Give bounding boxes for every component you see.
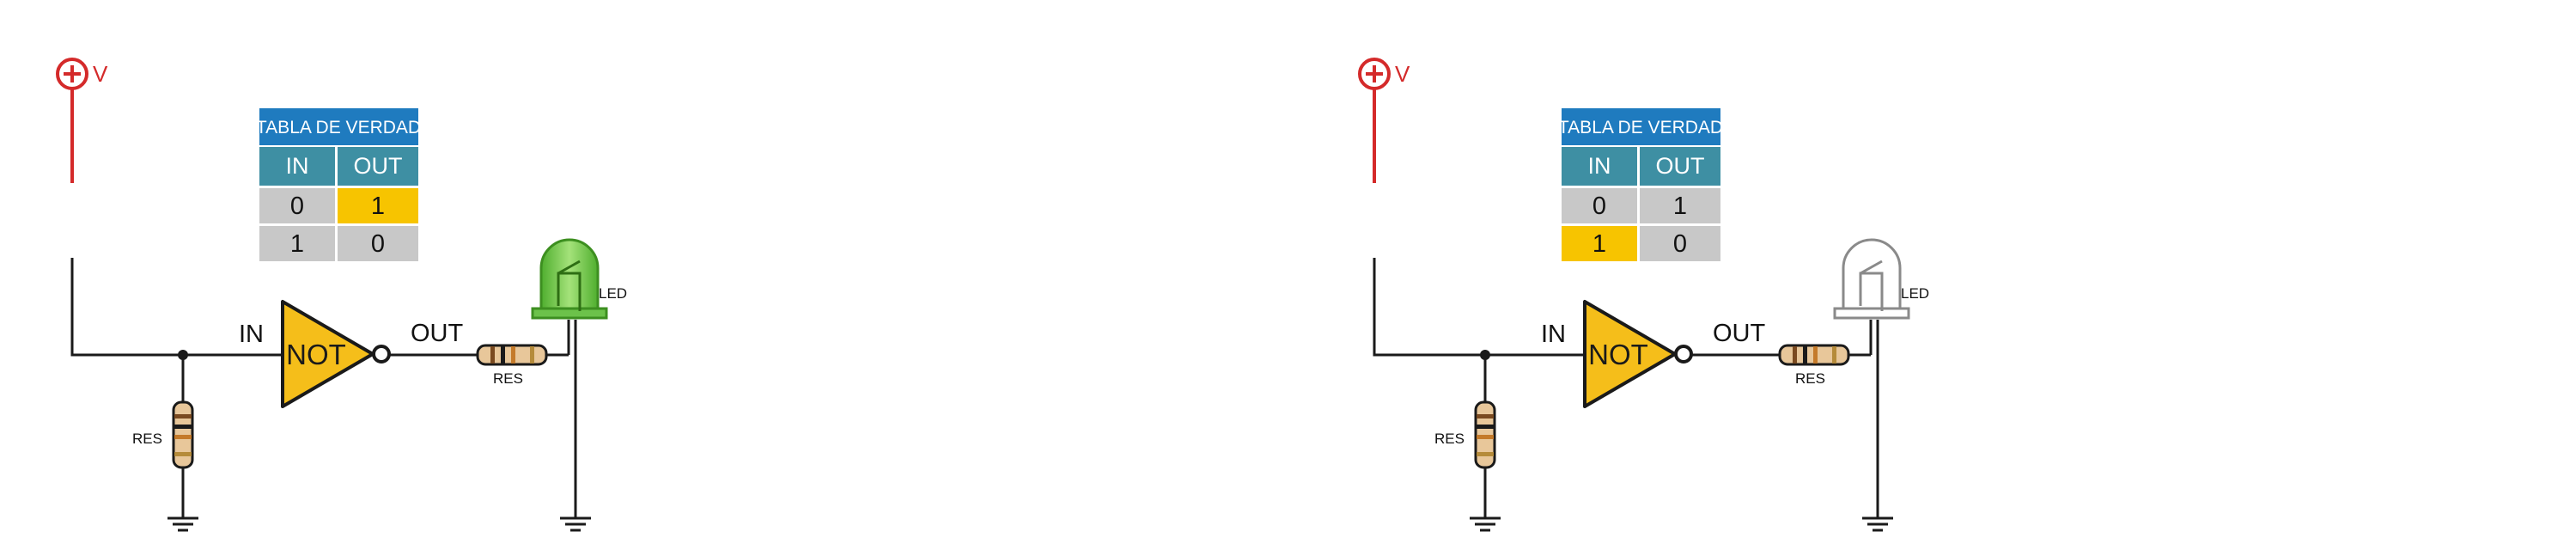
table-value: 0 (1592, 192, 1606, 220)
not-gate: NOT (281, 300, 391, 408)
inverter-bubble (1674, 345, 1693, 364)
supply-label: V (93, 61, 108, 87)
table-value: 1 (1673, 192, 1687, 220)
table-value: 0 (1673, 230, 1687, 258)
cell-r1-c1 (338, 226, 418, 261)
table-value: 1 (371, 192, 385, 220)
table-title: TABLA DE VERDAD (256, 118, 421, 137)
led-label: LED (599, 285, 627, 302)
not-gate: NOT (1583, 300, 1693, 408)
table-value: 1 (290, 230, 304, 258)
cell-r0-c0 (259, 188, 335, 223)
resistor-label: RES (1795, 370, 1825, 387)
junction-dot (178, 350, 188, 360)
ground-symbol (560, 516, 591, 532)
pulldown-resistor: RES (1434, 400, 1496, 469)
junction-dot (1480, 350, 1490, 360)
output-resistor: RES (1778, 344, 1850, 387)
table-value: 0 (290, 192, 304, 220)
resistor-label: RES (132, 431, 162, 447)
led-label: LED (1901, 285, 1929, 302)
out-label: OUT (1713, 320, 1766, 347)
cell-r0-c0 (1562, 188, 1637, 223)
table-value: 0 (371, 230, 385, 258)
ground-symbol (1862, 516, 1893, 532)
out-label: OUT (411, 320, 464, 347)
table-header-in: IN (286, 153, 309, 179)
cell-r0-c1 (338, 188, 418, 223)
supply-symbol: V (1358, 58, 1410, 183)
inverter-bubble (372, 345, 391, 364)
in-label: IN (239, 321, 264, 348)
resistor-label: RES (1434, 431, 1465, 447)
led-on: LED (531, 238, 627, 320)
table-title: TABLA DE VERDAD (1558, 118, 1723, 137)
supply-label: V (1395, 61, 1410, 87)
supply-symbol: V (56, 58, 108, 183)
table-header-in: IN (1588, 153, 1611, 179)
table-header-out: OUT (354, 153, 403, 179)
cell-r1-c0 (259, 226, 335, 261)
circuit-2: V TABLA DE VERDAD IN OUT 0 1 1 0 (1358, 58, 1929, 532)
resistor-label: RES (493, 370, 523, 387)
truth-table: TABLA DE VERDAD IN OUT 0 1 1 0 (1558, 108, 1723, 261)
pulldown-resistor: RES (132, 400, 194, 469)
output-resistor: RES (476, 344, 548, 387)
table-header-out: OUT (1656, 153, 1705, 179)
table-value: 1 (1592, 230, 1606, 258)
cell-r1-c1 (1640, 226, 1720, 261)
gate-label: NOT (1588, 339, 1648, 370)
wires (70, 258, 577, 518)
ground-symbol (1470, 516, 1501, 532)
in-label: IN (1541, 321, 1566, 348)
led-off: LED (1833, 238, 1929, 320)
cell-r1-c0 (1562, 226, 1637, 261)
truth-table: TABLA DE VERDAD IN OUT 0 1 1 0 (256, 108, 421, 261)
ground-symbol (167, 516, 198, 532)
circuit-1: V TABLA DE VERDAD IN OUT 0 1 1 0 (56, 58, 627, 532)
gate-label: NOT (286, 339, 346, 370)
cell-r0-c1 (1640, 188, 1720, 223)
wires (1373, 258, 1879, 518)
